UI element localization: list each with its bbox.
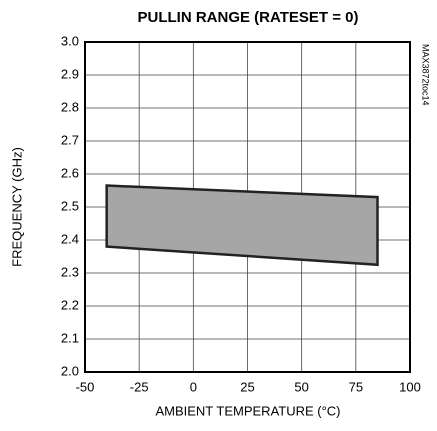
y-tick-label: 2.5 [61,198,79,213]
y-tick-label: 2.7 [61,132,79,147]
x-axis-label: AMBIENT TEMPERATURE (°C) [155,403,340,418]
plot-frame [84,41,411,373]
range-area [105,184,379,267]
y-tick-label: 2.3 [61,264,79,279]
x-tick-label: 100 [399,379,421,394]
x-tick-label: 0 [190,379,197,394]
x-tick-label: 25 [240,379,254,394]
y-tick-label: 3.0 [61,33,79,48]
y-tick-label: 2.6 [61,165,79,180]
y-tick-label: 2.0 [61,363,79,378]
y-tick-label: 2.8 [61,99,79,114]
x-tick-label: 75 [349,379,363,394]
x-tick-label: -25 [130,379,149,394]
chart-title: PULLIN RANGE (RATESET = 0) [138,9,359,26]
y-tick-label: 2.1 [61,330,79,345]
x-tick-label: -50 [76,379,95,394]
y-tick-label: 2.4 [61,231,79,246]
annotation: MAX3872toc14 [421,44,431,106]
y-tick-label: 2.2 [61,297,79,312]
y-tick-label: 2.9 [61,66,79,81]
y-axis-label: FREQUENCY (GHz) [9,147,24,267]
x-tick-label: 50 [294,379,308,394]
